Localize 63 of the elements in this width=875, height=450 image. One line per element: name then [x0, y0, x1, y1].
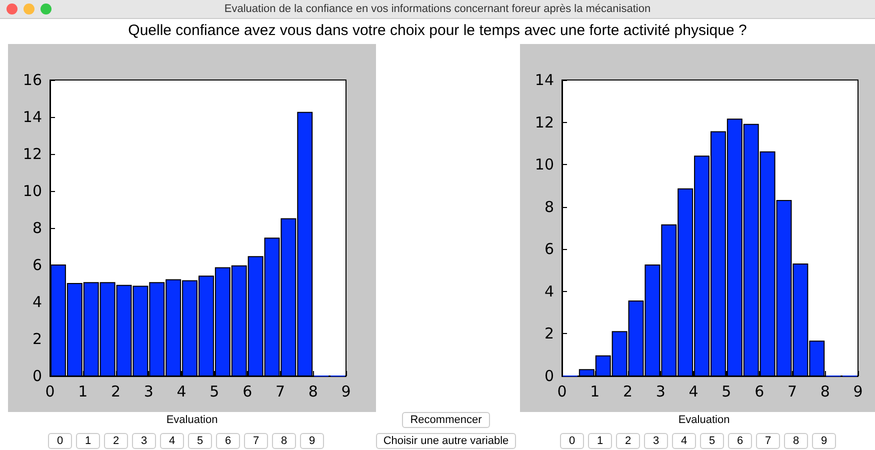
text: 1: [76, 433, 100, 449]
y-tick-label: 12: [534, 113, 554, 132]
y-tick-label: 8: [544, 198, 554, 216]
text: 1: [588, 433, 612, 449]
x-axis-title: Evaluation: [165, 414, 219, 426]
y-tick-label: 2: [544, 324, 554, 343]
text: 5: [188, 433, 212, 449]
y-tick-label: 0: [32, 367, 42, 385]
text: 9: [300, 433, 324, 449]
text: 5: [700, 433, 724, 449]
x-tick-label: 4: [688, 382, 698, 400]
text: 0: [560, 433, 584, 449]
text: 3: [644, 433, 668, 449]
x-tick-label: 5: [210, 382, 220, 400]
text: 2: [104, 433, 128, 449]
text: 8: [784, 433, 808, 449]
x-tick-label: 3: [656, 382, 666, 400]
text: 2: [616, 433, 640, 449]
y-tick-label: 14: [22, 108, 42, 126]
x-tick-label: 7: [787, 382, 797, 400]
x-tick-label: 1: [590, 382, 600, 400]
text: 8: [272, 433, 296, 449]
text: Quelle confiance avez vous dans votre choix pour le temps avec une forte activité physique ?: [127, 22, 748, 39]
x-tick-label: 4: [176, 382, 186, 400]
text: 4: [672, 433, 696, 449]
y-tick-label: 10: [534, 156, 554, 174]
text: Recommencer: [402, 412, 490, 428]
y-tick-label: 12: [22, 145, 42, 163]
y-tick-label: 2: [32, 330, 42, 348]
y-tick-label: 8: [32, 219, 42, 237]
x-tick-label: 8: [820, 382, 830, 400]
x-tick-label: 7: [275, 382, 285, 400]
text: 6: [728, 433, 752, 449]
y-tick-label: 16: [22, 71, 42, 89]
y-tick-label: 10: [22, 182, 42, 200]
x-tick-label: 0: [557, 382, 567, 400]
text: 9: [812, 433, 836, 449]
y-tick-label: 0: [544, 367, 554, 385]
y-tick-label: 4: [544, 282, 554, 300]
x-tick-label: 8: [308, 382, 318, 400]
y-tick-label: 4: [32, 293, 42, 311]
x-tick-label: 9: [341, 382, 351, 400]
x-tick-label: 6: [754, 382, 764, 400]
text: 0: [48, 433, 72, 449]
x-tick-label: 2: [111, 382, 121, 400]
y-tick-label: 6: [544, 240, 554, 258]
text: Evaluation de la confiance en vos informations concernant foreur après la mécanisation: [224, 3, 651, 15]
x-tick-label: 5: [722, 382, 732, 400]
x-tick-label: 9: [853, 382, 863, 400]
x-tick-label: 6: [242, 382, 252, 400]
x-tick-label: 0: [45, 382, 55, 400]
x-tick-label: 2: [623, 382, 633, 400]
text: Choisir une autre variable: [376, 433, 516, 449]
y-tick-label: 6: [32, 256, 42, 274]
text: 7: [244, 433, 268, 449]
text: 3: [132, 433, 156, 449]
y-tick-label: 14: [534, 71, 554, 89]
text: 7: [756, 433, 780, 449]
text: 4: [160, 433, 184, 449]
text: 6: [216, 433, 240, 449]
x-tick-label: 3: [144, 382, 154, 400]
x-tick-label: 1: [78, 382, 88, 400]
x-axis-title: Evaluation: [677, 414, 731, 426]
